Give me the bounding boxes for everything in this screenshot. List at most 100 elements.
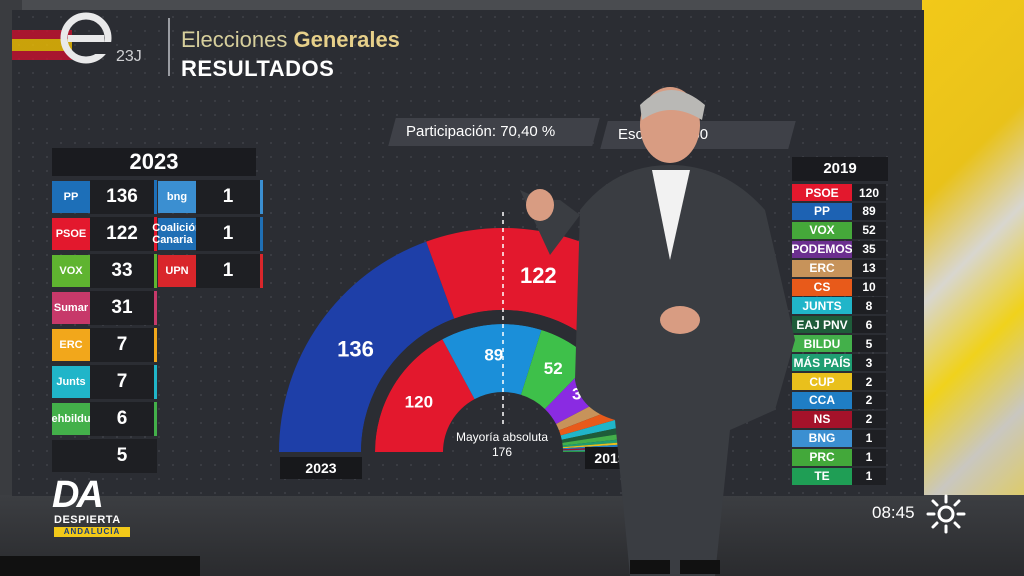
party-row: ERC 7 bbox=[52, 328, 157, 362]
party-seats: 10 bbox=[852, 278, 886, 296]
party-seats: 2 bbox=[852, 410, 886, 428]
party-seats: 52 bbox=[852, 221, 886, 239]
party-name: CCA bbox=[792, 391, 852, 409]
party-name: CS bbox=[792, 278, 852, 296]
party-color-stripe bbox=[154, 254, 157, 288]
party-color-stripe bbox=[154, 439, 157, 473]
party-name: PP bbox=[792, 202, 852, 220]
party-color-stripe bbox=[260, 217, 263, 251]
party-seats: 89 bbox=[852, 202, 886, 220]
party-row-2019: CS 10 bbox=[792, 278, 886, 296]
vox-logo-icon: VOX bbox=[52, 255, 90, 287]
party-row-2019: BILDU 5 bbox=[792, 335, 886, 353]
party-seats: 7 bbox=[90, 328, 154, 362]
party-row: ehbildu 6 bbox=[51, 402, 157, 436]
lower-bar bbox=[0, 556, 200, 576]
cc-logo-icon: Coalición Canaria bbox=[152, 218, 202, 250]
hemicycle-2019-segment-vox bbox=[521, 329, 593, 410]
party-name: TE bbox=[792, 467, 852, 485]
party-color-stripe bbox=[154, 402, 157, 436]
party-row: 5 bbox=[52, 439, 157, 473]
party-row-2019: PODEMOS 35 bbox=[791, 240, 886, 258]
party-seats: 1 bbox=[852, 448, 886, 466]
hemicycle-2019-label: 52 bbox=[544, 359, 563, 378]
party-seats: 1 bbox=[196, 217, 260, 251]
party-seats: 2 bbox=[852, 373, 886, 390]
party-name: JUNTS bbox=[792, 297, 852, 315]
party-seats: 1 bbox=[196, 254, 260, 288]
election-logo-icon bbox=[60, 12, 112, 64]
party-row: PP 136 bbox=[52, 180, 157, 214]
hemicycle-2019-segment-bildu bbox=[562, 432, 631, 446]
hemicycle-2019-label: 120 bbox=[405, 393, 433, 412]
hemicycle-2023-label: 122 bbox=[520, 263, 557, 288]
pp-logo-icon: PP bbox=[52, 181, 90, 213]
hemicycle-2023-segment-pp bbox=[279, 241, 455, 452]
party-name: ERC bbox=[792, 259, 852, 277]
page-title: Elecciones Generales bbox=[181, 27, 400, 52]
presenter bbox=[520, 87, 795, 576]
party-row: Coalición Canaria 1 bbox=[152, 217, 263, 251]
party-seats: 5 bbox=[852, 335, 886, 353]
majority-label: Mayoría absoluta 176 bbox=[455, 430, 549, 459]
party-color-stripe bbox=[260, 254, 263, 288]
party-name: EAJ PNV bbox=[792, 316, 852, 334]
election-logo-suffix: 23J bbox=[116, 48, 142, 65]
hemicycle-2019-segment-cca bbox=[562, 443, 631, 450]
party-seats: 31 bbox=[90, 291, 154, 325]
party-seats: 5 bbox=[90, 439, 154, 473]
party-name: BILDU bbox=[792, 335, 852, 353]
party-name: VOX bbox=[792, 221, 852, 239]
party-row-2019: JUNTS 8 bbox=[792, 297, 886, 315]
party-row: bng 1 bbox=[158, 180, 263, 214]
party-color-stripe bbox=[154, 365, 157, 399]
party-color-stripe bbox=[154, 291, 157, 325]
party-row-2019: ERC 13 bbox=[792, 259, 886, 277]
hemicycle-2019-segment-eaj-pnv bbox=[561, 425, 630, 443]
party-color-stripe bbox=[154, 328, 157, 362]
party-row-2019: NS 2 bbox=[792, 410, 886, 428]
hemicycle-2023-label: 136 bbox=[337, 337, 374, 362]
party-name: PODEMOS bbox=[791, 240, 853, 258]
party-row: Sumar 31 bbox=[52, 291, 157, 325]
party-seats: 6 bbox=[852, 316, 886, 334]
party-row-2019: PP 89 bbox=[792, 202, 886, 220]
upn-logo-icon: UPN bbox=[158, 255, 196, 287]
party-name: CUP bbox=[792, 373, 852, 390]
header-divider bbox=[168, 18, 170, 76]
party-row-2019: BNG 1 bbox=[792, 429, 886, 447]
psoe-logo-icon: PSOE bbox=[52, 218, 90, 250]
results-2023-header: 2023 bbox=[52, 148, 256, 176]
erc-logo-icon: ERC bbox=[52, 329, 90, 361]
party-seats: 3 bbox=[852, 354, 886, 372]
party-seats: 136 bbox=[90, 180, 154, 214]
party-color-stripe bbox=[154, 217, 157, 251]
hemicycle-2019-segment-cup bbox=[562, 441, 631, 449]
channel-logo-icon bbox=[926, 494, 966, 534]
party-row: UPN 1 bbox=[158, 254, 263, 288]
results-2019-header: 2019 bbox=[792, 157, 888, 181]
hemicycle-2019-label: 89 bbox=[484, 345, 503, 364]
party-name: BNG bbox=[792, 429, 852, 447]
bng-logo-icon: bng bbox=[158, 181, 196, 213]
party-row-2019: PSOE 120 bbox=[792, 184, 886, 201]
hemicycle-2019-segment-más-país bbox=[562, 438, 631, 448]
party-seats: 7 bbox=[90, 365, 154, 399]
sumar-logo-icon: Sumar bbox=[52, 292, 90, 324]
party-row-2019: TE 1 bbox=[792, 467, 886, 485]
party-color-stripe bbox=[154, 180, 157, 214]
party-seats: 120 bbox=[852, 184, 886, 201]
party-row: Junts 7 bbox=[52, 365, 157, 399]
year-tag-2023: 2023 bbox=[280, 457, 362, 479]
party-color-stripe bbox=[260, 180, 263, 214]
party-name: MÁS PAÍS bbox=[792, 354, 852, 372]
show-logo: DA DESPIERTA ANDALUCÍA bbox=[52, 476, 132, 537]
party-row-2019: VOX 52 bbox=[792, 221, 886, 239]
party-seats: 1 bbox=[196, 180, 260, 214]
studio-right-wall bbox=[922, 0, 1024, 576]
party-name: PSOE bbox=[792, 184, 852, 201]
bildu-logo-icon: ehbildu bbox=[51, 403, 91, 435]
party-name: PRC bbox=[792, 448, 852, 466]
hemicycle-2019-segment-pp bbox=[442, 324, 542, 400]
party-row-2019: EAJ PNV 6 bbox=[792, 316, 886, 334]
